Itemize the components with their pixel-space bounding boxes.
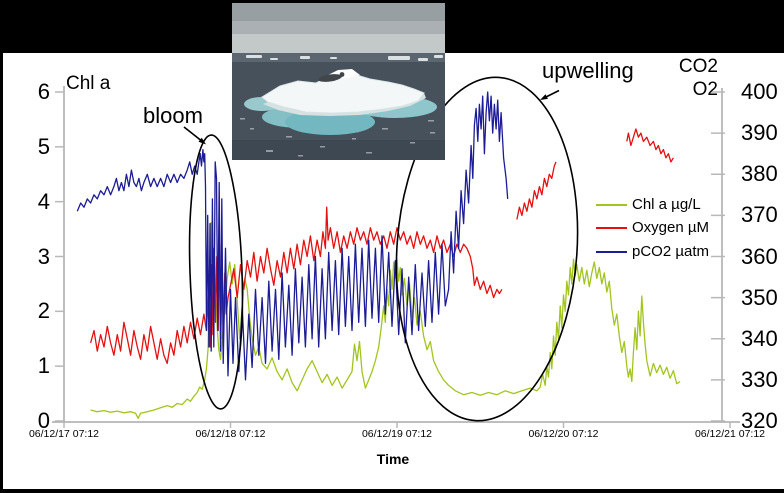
- legend-item-label: pCO2 µatm: [632, 243, 709, 260]
- right-axis-tick-label: 330: [741, 366, 778, 392]
- right-axis-tick-label: 380: [741, 161, 778, 187]
- left-axis-title: Chl a: [66, 73, 111, 94]
- right-axis-tick-label: 400: [741, 79, 778, 104]
- photo-wave-speckles: [240, 118, 435, 157]
- right-axis-tick-label: 360: [741, 243, 778, 269]
- legend-swatch-icon: [596, 227, 627, 229]
- right-axis-title: CO2 O2: [672, 55, 718, 101]
- upwelling-arrowhead-icon: [540, 94, 548, 100]
- left-axis-tick-label: 5: [37, 133, 50, 159]
- axes-layer: [52, 86, 740, 428]
- right-axis-tick-label: 350: [741, 284, 778, 310]
- legend-item-label: Oxygen µM: [632, 219, 709, 236]
- photo-seal: [318, 72, 345, 82]
- upwelling-annotation: upwelling: [542, 58, 634, 83]
- legend-swatch-icon: [596, 204, 627, 206]
- right-axis-title-o2: O2: [692, 79, 718, 100]
- left-axis-tick-label: 1: [37, 353, 50, 379]
- series-pco2: [76, 91, 509, 381]
- right-axis-tick-label: 320: [741, 408, 778, 433]
- left-axis-tick-label: 6: [37, 79, 50, 104]
- annotation-shapes: [183, 76, 579, 422]
- left-axis-tick-label: 3: [37, 243, 50, 269]
- series-oxygen: [626, 128, 674, 163]
- series-oxygen: [516, 161, 557, 220]
- right-axis-tick-label: 340: [741, 325, 778, 351]
- photo-distant-ice: [246, 55, 443, 61]
- right-axis-title-co2: CO2: [678, 56, 718, 77]
- x-axis-tick-label: 06/12/19 07:12: [361, 428, 433, 440]
- series-chl: [90, 221, 681, 419]
- iceberg-photo: [232, 3, 445, 160]
- right-axis-tick-label: 370: [741, 202, 778, 228]
- series-layer: [76, 91, 681, 419]
- left-axis-tick-label: 2: [37, 298, 50, 324]
- upwelling-ellipse: [395, 76, 579, 422]
- legend-swatch-icon: [596, 251, 627, 253]
- bloom-annotation: bloom: [143, 103, 203, 128]
- x-axis-tick-label: 06/12/21 07:12: [694, 428, 766, 440]
- series-oxygen: [89, 206, 503, 365]
- right-axis-tick-label: 390: [741, 120, 778, 146]
- photo-sky: [232, 3, 445, 23]
- bloom-arrowhead-icon: [198, 137, 206, 145]
- photo-floe-shading: [263, 93, 426, 116]
- x-axis-tick-label: 06/12/17 07:12: [28, 428, 100, 440]
- bloom-arrow: [183, 126, 204, 143]
- x-axis-tick-label: 06/12/18 07:12: [195, 428, 266, 440]
- left-axis-tick-label: 4: [37, 188, 50, 214]
- legend-item-label: Chl a µg/L: [632, 196, 701, 213]
- x-axis-title: Time: [376, 451, 410, 467]
- x-axis-tick-label: 06/12/20 07:12: [528, 428, 599, 440]
- bloom-ellipse: [188, 134, 244, 410]
- left-axis-tick-label: 0: [37, 408, 50, 433]
